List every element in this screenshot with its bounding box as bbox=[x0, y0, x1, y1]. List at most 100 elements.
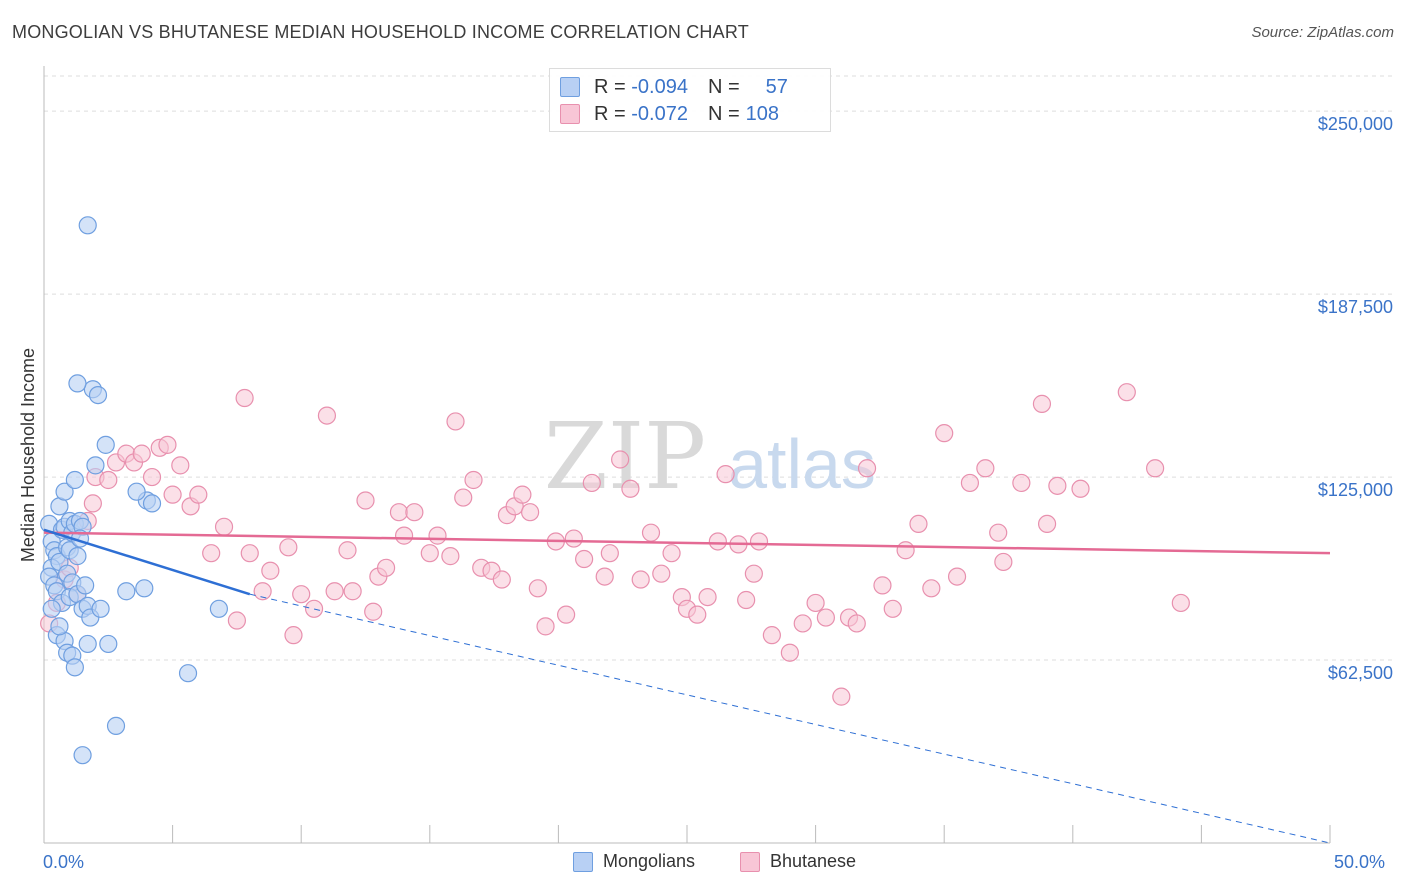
mongolian-point bbox=[142, 494, 162, 513]
mongolian-point bbox=[96, 435, 115, 454]
bhutanese-point bbox=[780, 643, 799, 662]
y-tick-label: $250,000 bbox=[1318, 114, 1393, 134]
mongolian-point bbox=[99, 634, 118, 654]
bhutanese-point bbox=[364, 602, 383, 621]
mongolian-point bbox=[86, 456, 105, 475]
legend-item-mongolians[interactable]: Mongolians bbox=[573, 851, 695, 872]
mongolian-point bbox=[65, 470, 84, 490]
bhutanese-point bbox=[737, 590, 756, 610]
bhutanese-point bbox=[99, 470, 118, 490]
bhutanese-point bbox=[235, 388, 254, 408]
bhutanese-point bbox=[279, 538, 298, 557]
bhutanese-swatch bbox=[560, 104, 580, 124]
bhutanese-point bbox=[793, 614, 812, 633]
bhutanese-point bbox=[708, 532, 727, 551]
bhutanese-point bbox=[1048, 476, 1067, 495]
bhutanese-point bbox=[857, 459, 877, 478]
bhutanese-point bbox=[536, 617, 555, 636]
bhutanese-point bbox=[304, 599, 324, 618]
bhutanese-point bbox=[492, 570, 511, 589]
y-tick-label: $187,500 bbox=[1318, 297, 1393, 317]
bhutanese-point bbox=[762, 626, 781, 645]
bhutanese-point bbox=[389, 503, 409, 522]
bhutanese-points bbox=[40, 383, 1190, 706]
bhutanese-point bbox=[1032, 394, 1052, 413]
mongolian-point bbox=[135, 579, 154, 598]
bhutanese-point bbox=[976, 459, 995, 478]
n-label: N = bbox=[707, 75, 740, 98]
mongolian-point bbox=[127, 482, 146, 501]
bhutanese-point bbox=[909, 514, 928, 534]
bhutanese-point bbox=[261, 561, 280, 580]
correlation-legend: R = -0.094 N = 57 R = -0.072 N = 108 bbox=[549, 68, 831, 132]
y-tick-label: $125,000 bbox=[1318, 480, 1393, 500]
bhutanese-point bbox=[564, 529, 583, 548]
bhutanese-point bbox=[847, 614, 866, 633]
n-label: N = bbox=[707, 102, 740, 125]
bhutanese-point bbox=[292, 585, 311, 604]
y-tick-label: $62,500 bbox=[1328, 663, 1393, 683]
y-tick-labels: $62,500 $125,000 $187,500 $250,000 bbox=[1318, 114, 1393, 683]
mongolian-point bbox=[73, 746, 92, 765]
source-label: Source: ZipAtlas.com bbox=[1251, 24, 1394, 41]
bhutanese-point bbox=[631, 570, 650, 589]
mongolian-swatch bbox=[560, 77, 580, 97]
legend-item-bhutanese[interactable]: Bhutanese bbox=[740, 851, 856, 872]
bhutanese-point bbox=[575, 549, 594, 569]
bhutanese-point bbox=[325, 582, 344, 601]
bhutanese-point bbox=[513, 485, 532, 504]
bhutanese-point bbox=[652, 564, 671, 583]
correlation-row-bhutanese: R = -0.072 N = 108 bbox=[560, 101, 779, 127]
mongolian-point bbox=[68, 547, 87, 566]
bhutanese-point bbox=[394, 526, 414, 545]
n-value: 57 bbox=[765, 75, 788, 98]
bhutanese-trend-line bbox=[43, 531, 1331, 555]
mongolian-point bbox=[65, 658, 84, 677]
bhutanese-point bbox=[716, 465, 735, 484]
bhutanese-point bbox=[662, 544, 681, 563]
bhutanese-point bbox=[621, 479, 640, 498]
bhutanese-point bbox=[688, 605, 707, 624]
bhutanese-point bbox=[873, 576, 892, 595]
bhutanese-point bbox=[1171, 593, 1190, 613]
bhutanese-point bbox=[441, 547, 460, 566]
mongolian-point bbox=[68, 374, 87, 393]
mongolian-point bbox=[76, 576, 95, 595]
bhutanese-point bbox=[960, 473, 980, 493]
bhutanese-point bbox=[376, 558, 396, 577]
y-axis-title: Median Household Income bbox=[18, 348, 38, 562]
bhutanese-point bbox=[343, 582, 362, 601]
bhutanese-point bbox=[189, 485, 208, 504]
bhutanese-point bbox=[832, 687, 851, 706]
mongolian-point bbox=[117, 582, 136, 601]
bhutanese-point bbox=[641, 523, 661, 542]
bhutanese-point bbox=[749, 532, 769, 551]
bhutanese-point bbox=[158, 435, 177, 454]
bhutanese-point bbox=[132, 444, 151, 463]
bottom-legend: Mongolians Bhutanese bbox=[0, 851, 1406, 879]
bhutanese-point bbox=[1071, 479, 1090, 498]
bhutanese-point bbox=[171, 456, 190, 475]
chart-title: MONGOLIAN VS BHUTANESE MEDIAN HOUSEHOLD … bbox=[12, 22, 749, 42]
bhutanese-point bbox=[816, 608, 835, 627]
mongolian-point bbox=[78, 216, 97, 235]
mongolian-point bbox=[91, 599, 110, 618]
bhutanese-point bbox=[214, 517, 234, 536]
mongolian-point bbox=[88, 385, 108, 405]
mongolian-points bbox=[40, 216, 228, 765]
mongolian-point bbox=[78, 634, 97, 654]
bhutanese-point bbox=[284, 626, 303, 645]
bhutanese-point bbox=[356, 491, 375, 510]
bhutanese-point bbox=[1117, 383, 1136, 402]
bhutanese-point bbox=[464, 470, 483, 490]
bhutanese-point bbox=[896, 541, 915, 560]
r-value: -0.094 bbox=[631, 75, 688, 98]
mongolian-trend-extension bbox=[249, 593, 1331, 844]
bhutanese-point bbox=[163, 485, 182, 504]
legend-label-bhutanese: Bhutanese bbox=[770, 851, 857, 871]
mongolian-point bbox=[42, 599, 61, 618]
bhutanese-point bbox=[428, 526, 447, 545]
mongolian-point bbox=[55, 482, 74, 501]
bhutanese-point bbox=[557, 605, 576, 624]
